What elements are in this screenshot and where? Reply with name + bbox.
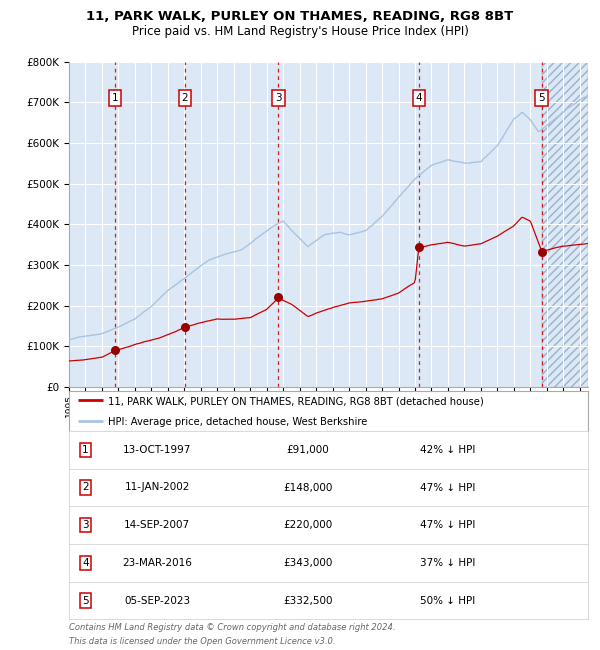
Text: 11, PARK WALK, PURLEY ON THAMES, READING, RG8 8BT (detached house): 11, PARK WALK, PURLEY ON THAMES, READING… xyxy=(108,396,484,406)
Text: 5: 5 xyxy=(82,595,89,606)
Text: 2: 2 xyxy=(82,482,89,493)
Text: 37% ↓ HPI: 37% ↓ HPI xyxy=(420,558,476,568)
Text: £148,000: £148,000 xyxy=(283,482,332,493)
Text: 1: 1 xyxy=(82,445,89,455)
Text: £332,500: £332,500 xyxy=(283,595,332,606)
Text: 05-SEP-2023: 05-SEP-2023 xyxy=(124,595,190,606)
Text: Price paid vs. HM Land Registry's House Price Index (HPI): Price paid vs. HM Land Registry's House … xyxy=(131,25,469,38)
Text: 3: 3 xyxy=(82,520,89,530)
Text: 50% ↓ HPI: 50% ↓ HPI xyxy=(420,595,475,606)
Text: 4: 4 xyxy=(415,94,422,103)
Text: 14-SEP-2007: 14-SEP-2007 xyxy=(124,520,190,530)
Text: £343,000: £343,000 xyxy=(283,558,332,568)
Text: This data is licensed under the Open Government Licence v3.0.: This data is licensed under the Open Gov… xyxy=(69,637,335,646)
Text: 5: 5 xyxy=(538,94,545,103)
Text: 42% ↓ HPI: 42% ↓ HPI xyxy=(420,445,476,455)
Text: HPI: Average price, detached house, West Berkshire: HPI: Average price, detached house, West… xyxy=(108,417,367,427)
Text: 2: 2 xyxy=(182,94,188,103)
Text: 1: 1 xyxy=(112,94,118,103)
Text: 4: 4 xyxy=(82,558,89,568)
Text: 11, PARK WALK, PURLEY ON THAMES, READING, RG8 8BT: 11, PARK WALK, PURLEY ON THAMES, READING… xyxy=(86,10,514,23)
Text: 11-JAN-2002: 11-JAN-2002 xyxy=(125,482,190,493)
Text: £91,000: £91,000 xyxy=(286,445,329,455)
Text: 3: 3 xyxy=(275,94,282,103)
Text: Contains HM Land Registry data © Crown copyright and database right 2024.: Contains HM Land Registry data © Crown c… xyxy=(69,623,395,632)
Text: 23-MAR-2016: 23-MAR-2016 xyxy=(122,558,192,568)
Text: 47% ↓ HPI: 47% ↓ HPI xyxy=(420,482,476,493)
Bar xyxy=(542,62,588,387)
Bar xyxy=(542,62,588,387)
Text: 13-OCT-1997: 13-OCT-1997 xyxy=(123,445,191,455)
Text: 47% ↓ HPI: 47% ↓ HPI xyxy=(420,520,476,530)
Text: £220,000: £220,000 xyxy=(283,520,332,530)
